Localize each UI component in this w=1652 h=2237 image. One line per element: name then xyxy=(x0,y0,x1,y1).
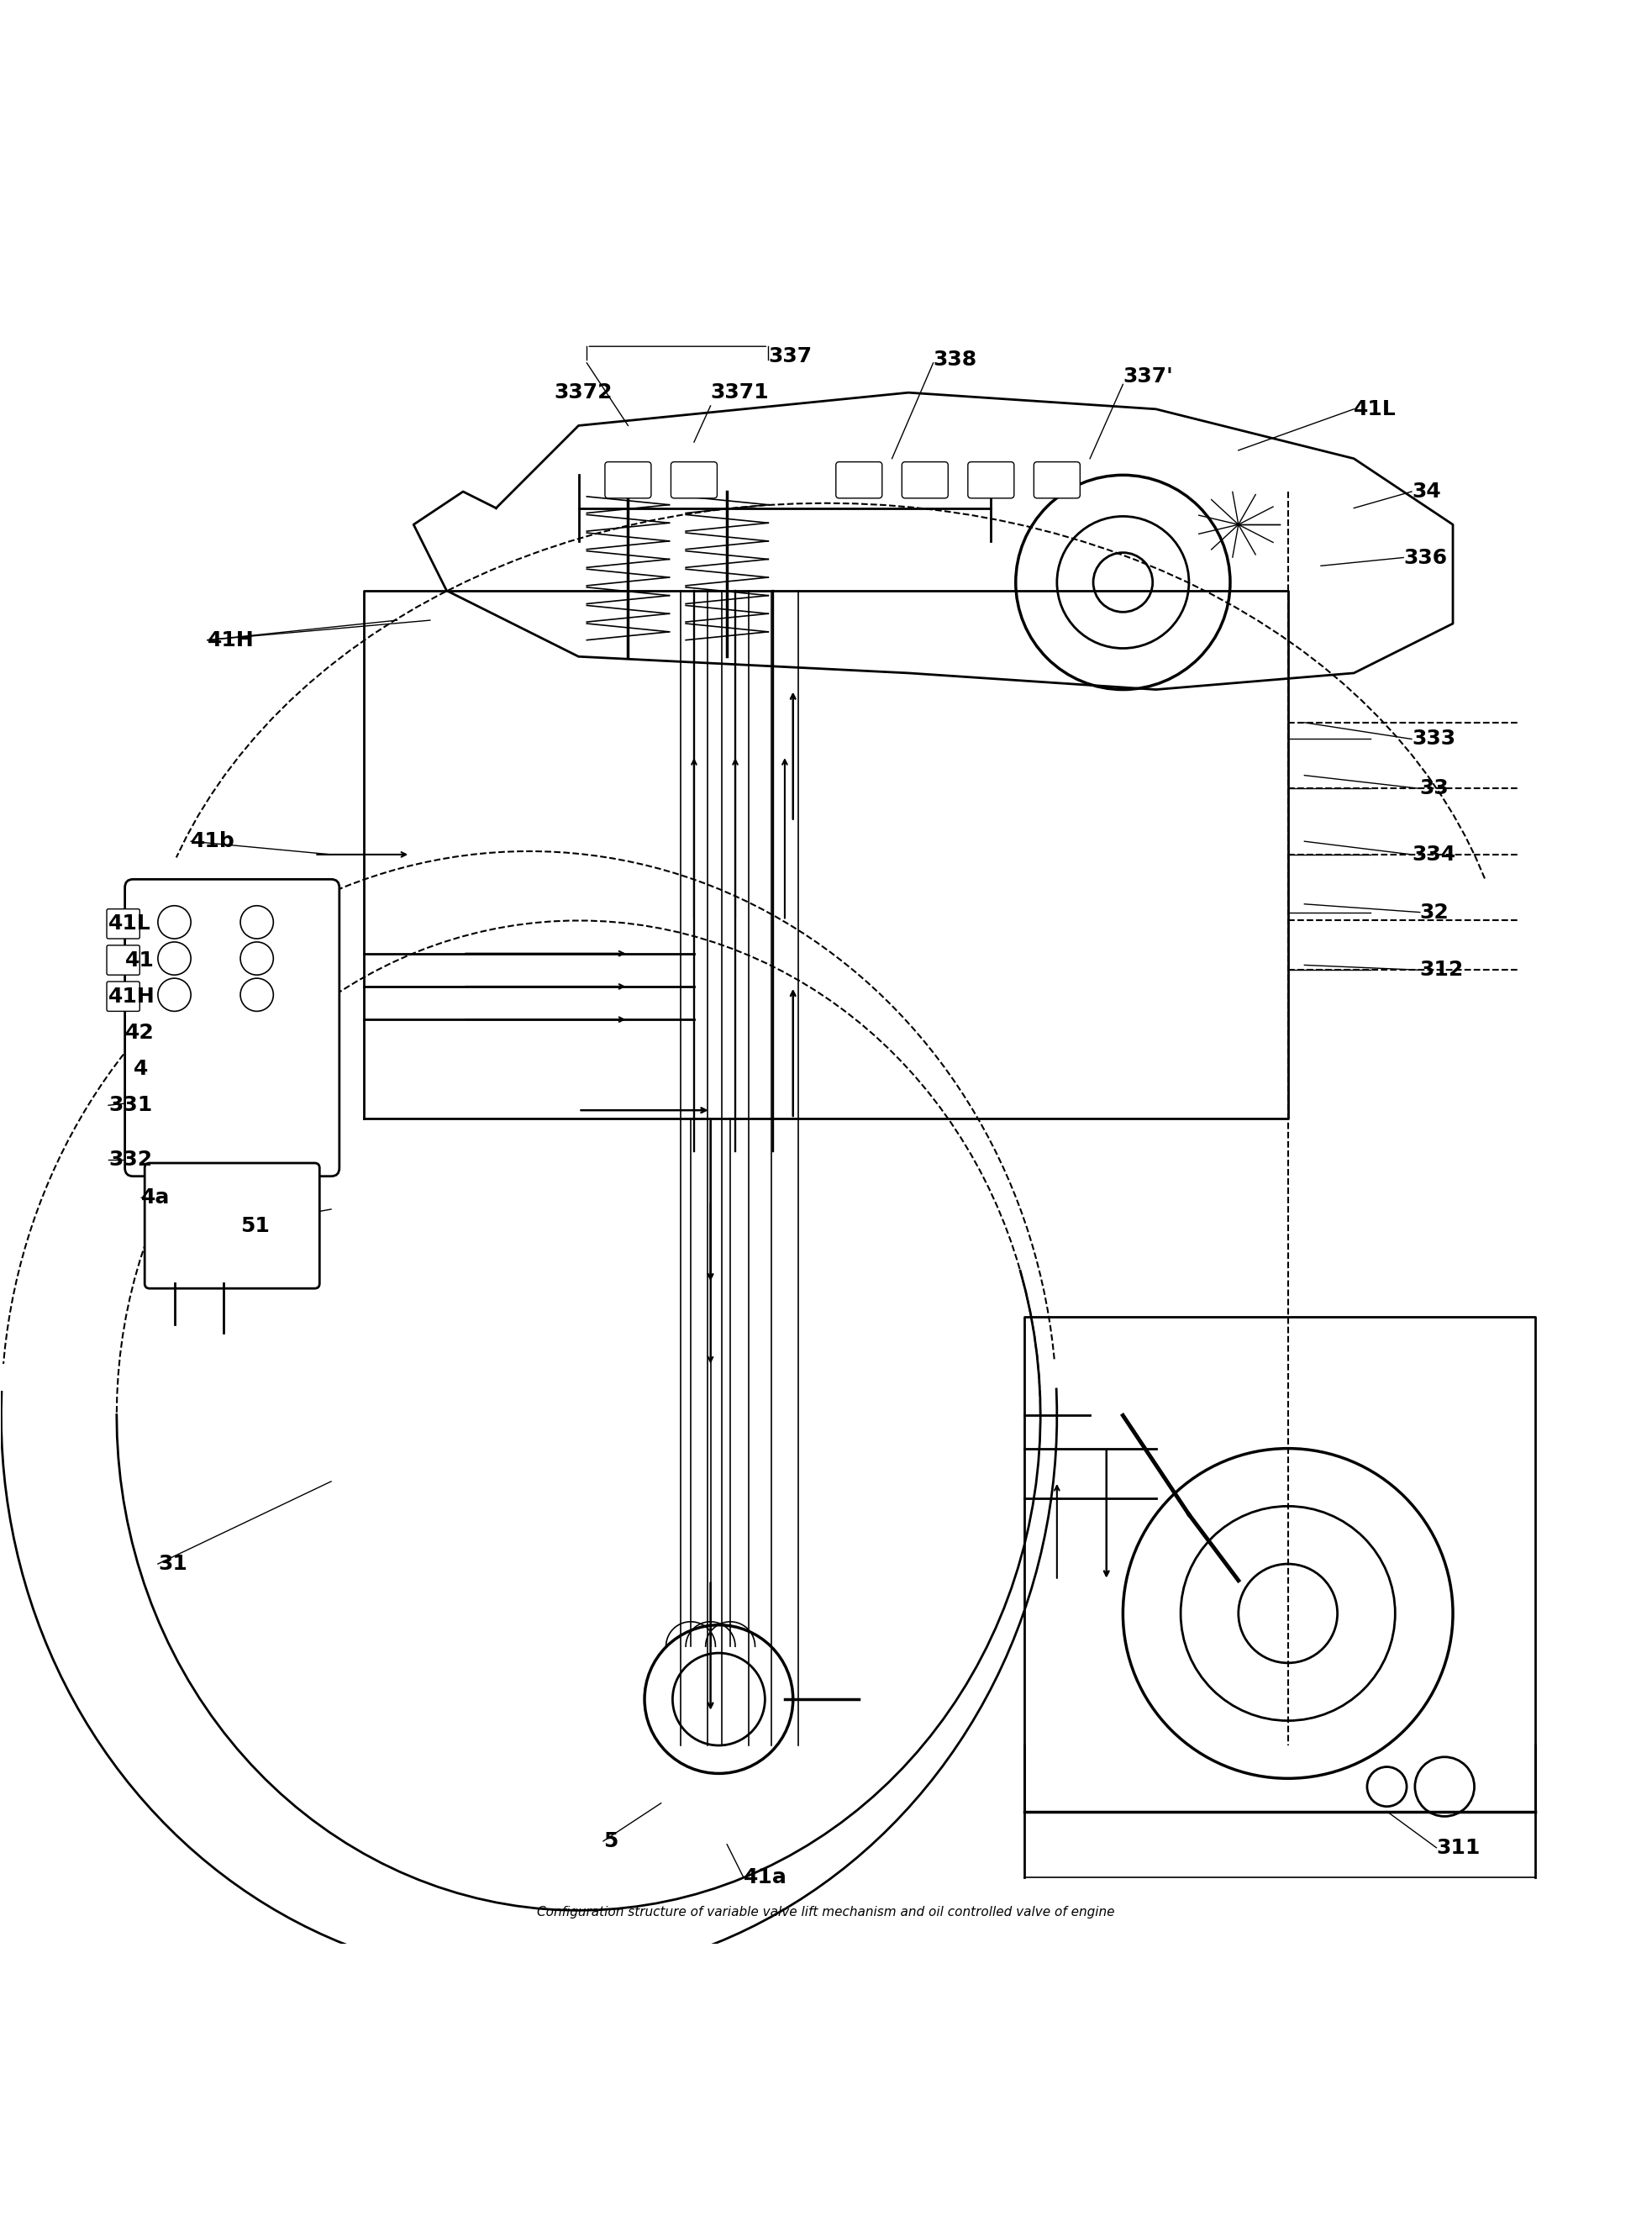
Text: 333: 333 xyxy=(1411,729,1455,749)
FancyBboxPatch shape xyxy=(836,461,882,499)
Text: 41L: 41L xyxy=(1355,398,1396,418)
Text: 41H: 41H xyxy=(109,987,155,1007)
Text: 41: 41 xyxy=(126,951,154,971)
FancyBboxPatch shape xyxy=(107,908,140,940)
Text: 311: 311 xyxy=(1436,1837,1480,1857)
Text: 4: 4 xyxy=(134,1058,147,1078)
Text: Configuration structure of variable valve lift mechanism and oil controlled valv: Configuration structure of variable valv… xyxy=(537,1906,1115,1919)
Text: 338: 338 xyxy=(933,349,976,369)
Text: 41a: 41a xyxy=(743,1868,786,1888)
Text: 51: 51 xyxy=(241,1215,269,1235)
FancyBboxPatch shape xyxy=(145,1163,319,1289)
FancyBboxPatch shape xyxy=(968,461,1014,499)
Text: 337': 337' xyxy=(1123,367,1173,387)
FancyBboxPatch shape xyxy=(107,946,140,975)
FancyBboxPatch shape xyxy=(1034,461,1080,499)
Text: 337: 337 xyxy=(768,347,813,367)
FancyBboxPatch shape xyxy=(671,461,717,499)
Text: 41L: 41L xyxy=(109,913,150,933)
Text: 312: 312 xyxy=(1419,960,1464,980)
Text: 5: 5 xyxy=(603,1832,618,1852)
FancyBboxPatch shape xyxy=(902,461,948,499)
Text: 41H: 41H xyxy=(208,631,254,651)
Text: 42: 42 xyxy=(126,1022,154,1042)
FancyBboxPatch shape xyxy=(107,982,140,1011)
Text: 332: 332 xyxy=(109,1150,152,1170)
Text: 3371: 3371 xyxy=(710,383,770,403)
FancyBboxPatch shape xyxy=(605,461,651,499)
Text: 3372: 3372 xyxy=(553,383,613,403)
Text: 4a: 4a xyxy=(142,1188,170,1208)
Text: 34: 34 xyxy=(1411,481,1441,501)
Text: 334: 334 xyxy=(1411,843,1455,866)
Text: 32: 32 xyxy=(1419,902,1449,922)
Text: 41b: 41b xyxy=(192,832,235,852)
Text: 336: 336 xyxy=(1404,548,1447,568)
Text: 331: 331 xyxy=(109,1096,152,1116)
Text: 33: 33 xyxy=(1419,778,1449,799)
Text: 31: 31 xyxy=(159,1555,187,1575)
FancyBboxPatch shape xyxy=(126,879,339,1177)
